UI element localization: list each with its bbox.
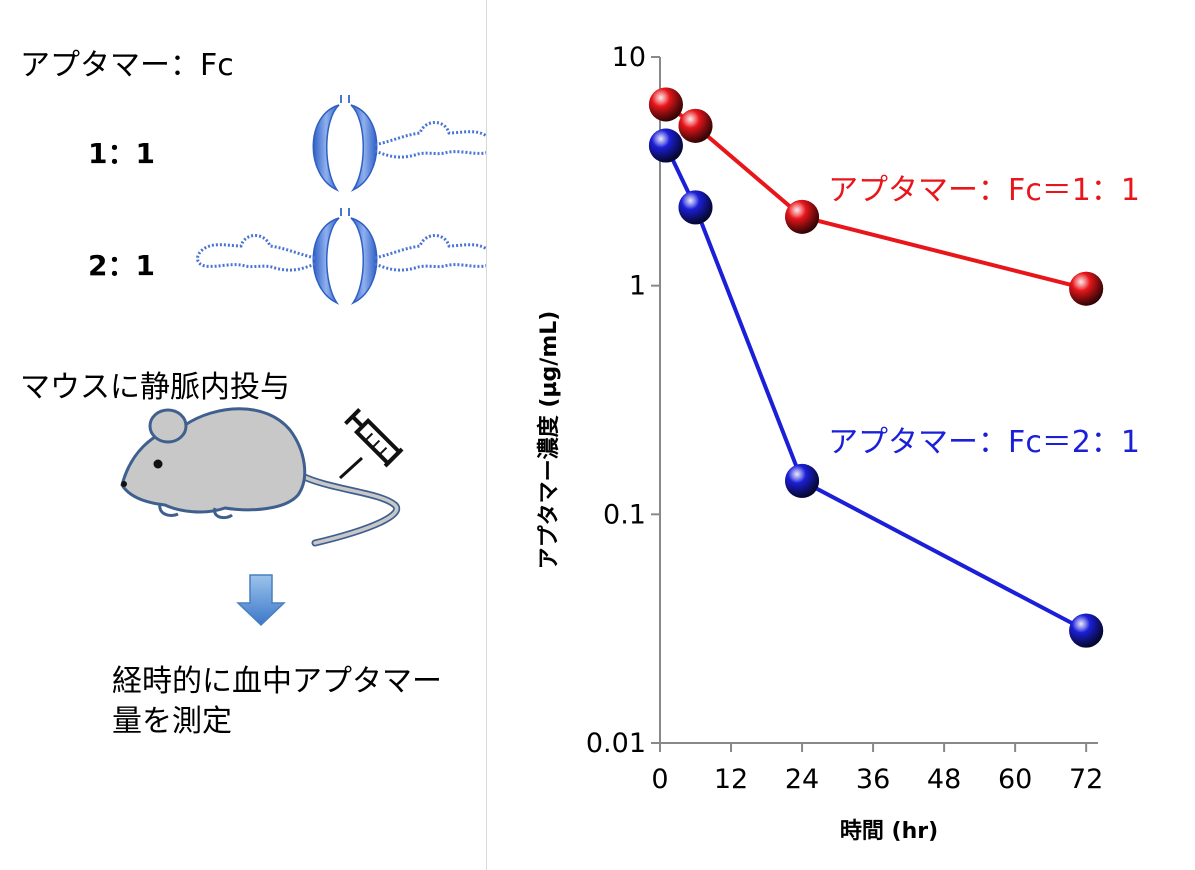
series-2-point-shading <box>678 190 713 225</box>
series-1-point <box>785 199 820 234</box>
y-tick-label: 0.01 <box>586 728 646 759</box>
x-tick-label: 36 <box>856 764 890 795</box>
x-tick-label: 60 <box>998 764 1032 795</box>
x-tick-label: 72 <box>1069 764 1103 795</box>
y-axis-title: アプタマー濃度 (µg/mL) <box>536 311 562 570</box>
series-2-point <box>1069 613 1104 648</box>
series-2-point-shading <box>785 463 820 498</box>
ratio-1-label: 1：1 <box>88 137 155 170</box>
y-tick-label: 10 <box>612 42 646 73</box>
series-1-point-shading <box>785 199 820 234</box>
series-1-point <box>678 108 713 143</box>
schematic-drawings <box>120 95 486 627</box>
x-tick-label: 12 <box>714 764 748 795</box>
series-2-point <box>648 128 683 163</box>
y-tick-label: 0.1 <box>603 499 646 530</box>
series-1-line <box>664 102 1087 291</box>
injection-label: マウスに静脈内投与 <box>20 370 290 405</box>
series-2-point-shading <box>1069 613 1104 648</box>
x-axis-title: 時間 (hr) <box>840 819 938 844</box>
series-1-point-shading <box>678 108 713 143</box>
measurement-label: 経時的に血中アプタマー量を測定 <box>112 664 442 739</box>
series-1-point <box>1069 271 1104 306</box>
panel-divider <box>486 0 487 870</box>
series-1-point <box>648 87 683 122</box>
series-1-label: アプタマー：Fc＝1：1 <box>828 173 1140 208</box>
y-tick-label: 1 <box>629 271 646 302</box>
x-tick-label: 48 <box>927 764 961 795</box>
series-1-point-shading <box>1069 271 1104 306</box>
down-arrow-icon <box>236 574 286 627</box>
series-2-label: アプタマー：Fc＝2：1 <box>828 425 1140 460</box>
series-2-point <box>678 190 713 225</box>
mouse-icon <box>120 407 401 547</box>
x-tick-label: 24 <box>785 764 819 795</box>
fc-construct-1-1-icon <box>312 95 486 192</box>
series-2-line <box>664 144 1088 633</box>
series-1-point-shading <box>648 87 683 122</box>
ratio-2-label: 2：1 <box>88 249 155 282</box>
construct-title: アプタマー：Fc <box>20 48 234 83</box>
series-2-point-shading <box>648 128 683 163</box>
series-2-point <box>785 463 820 498</box>
x-tick-label: 0 <box>651 764 668 795</box>
syringe-icon <box>338 408 404 480</box>
fc-construct-2-1-icon <box>196 208 486 305</box>
